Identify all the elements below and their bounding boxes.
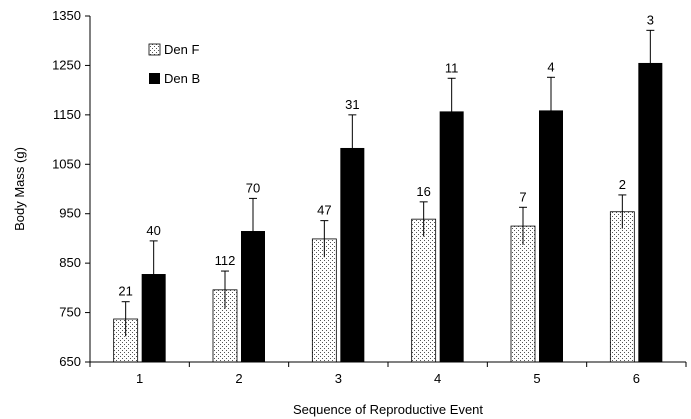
data-label: 16 [416,184,430,199]
bars [113,29,663,363]
y-tick-label: 1150 [53,107,81,122]
bar-den-b [340,147,365,362]
data-label: 47 [317,203,331,218]
y-tick-label: 750 [59,305,81,320]
bar-den-b [539,110,563,362]
x-axis-ticks: 1 2 3 4 5 6 [89,362,687,386]
y-tick-label: 650 [59,354,81,369]
y-tick-label: 1050 [52,156,81,171]
y-tick-label: 950 [59,206,81,221]
legend: Den F Den B [148,42,200,86]
y-tick-label: 850 [59,255,81,270]
data-label: 112 [215,253,236,268]
data-label: 70 [246,180,260,195]
y-axis-ticks: 650 750 850 950 1050 1150 1250 1350 [52,8,90,369]
bar-den-b [439,111,464,362]
bar-den-f [212,289,238,363]
data-label: 2 [619,177,626,192]
bar-den-f [510,225,536,363]
x-tick-label: 6 [633,371,640,386]
data-label: 11 [445,60,459,75]
x-tick-label: 2 [235,371,242,386]
x-axis-title: Sequence of Reproductive Event [293,402,483,417]
legend-swatch-den-f [148,43,161,56]
bar-den-f [411,218,437,363]
x-tick-label: 5 [533,371,540,386]
y-axis-title: Body Mass (g) [12,147,27,231]
data-labels: 21 112 47 16 7 2 40 70 31 11 4 3 [118,12,654,298]
data-label: 31 [345,97,359,112]
bar-den-f [311,238,337,363]
x-tick-label: 4 [434,371,441,386]
data-label: 4 [547,59,554,74]
bar-den-f [609,211,635,363]
x-tick-label: 3 [335,371,342,386]
x-tick-label: 1 [136,371,143,386]
y-tick-label: 1350 [52,8,81,23]
bar-den-b [638,62,663,362]
legend-swatch-den-b [149,73,160,84]
data-label: 7 [519,189,526,204]
data-label: 21 [118,284,132,299]
data-label: 3 [647,12,654,27]
data-label: 40 [146,223,160,238]
legend-label-den-b: Den B [164,71,200,86]
legend-label-den-f: Den F [164,42,199,57]
y-tick-label: 1250 [52,57,81,72]
